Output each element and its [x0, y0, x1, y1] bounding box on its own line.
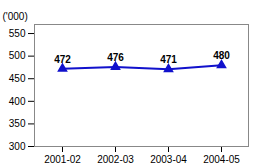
svg-text:550: 550 [9, 28, 26, 39]
svg-text:476: 476 [107, 52, 124, 63]
svg-text:471: 471 [160, 54, 177, 65]
svg-text:2004-05: 2004-05 [203, 154, 240, 165]
svg-text:300: 300 [9, 141, 26, 152]
svg-text:400: 400 [9, 96, 26, 107]
svg-text:350: 350 [9, 118, 26, 129]
svg-text:500: 500 [9, 50, 26, 61]
svg-text:2003-04: 2003-04 [150, 154, 187, 165]
svg-text:450: 450 [9, 73, 26, 84]
svg-text:2001-02: 2001-02 [44, 154, 81, 165]
svg-text:2002-03: 2002-03 [97, 154, 134, 165]
svg-text:472: 472 [54, 54, 71, 65]
svg-text:480: 480 [213, 50, 230, 61]
svg-text:('000): ('000) [3, 11, 28, 22]
